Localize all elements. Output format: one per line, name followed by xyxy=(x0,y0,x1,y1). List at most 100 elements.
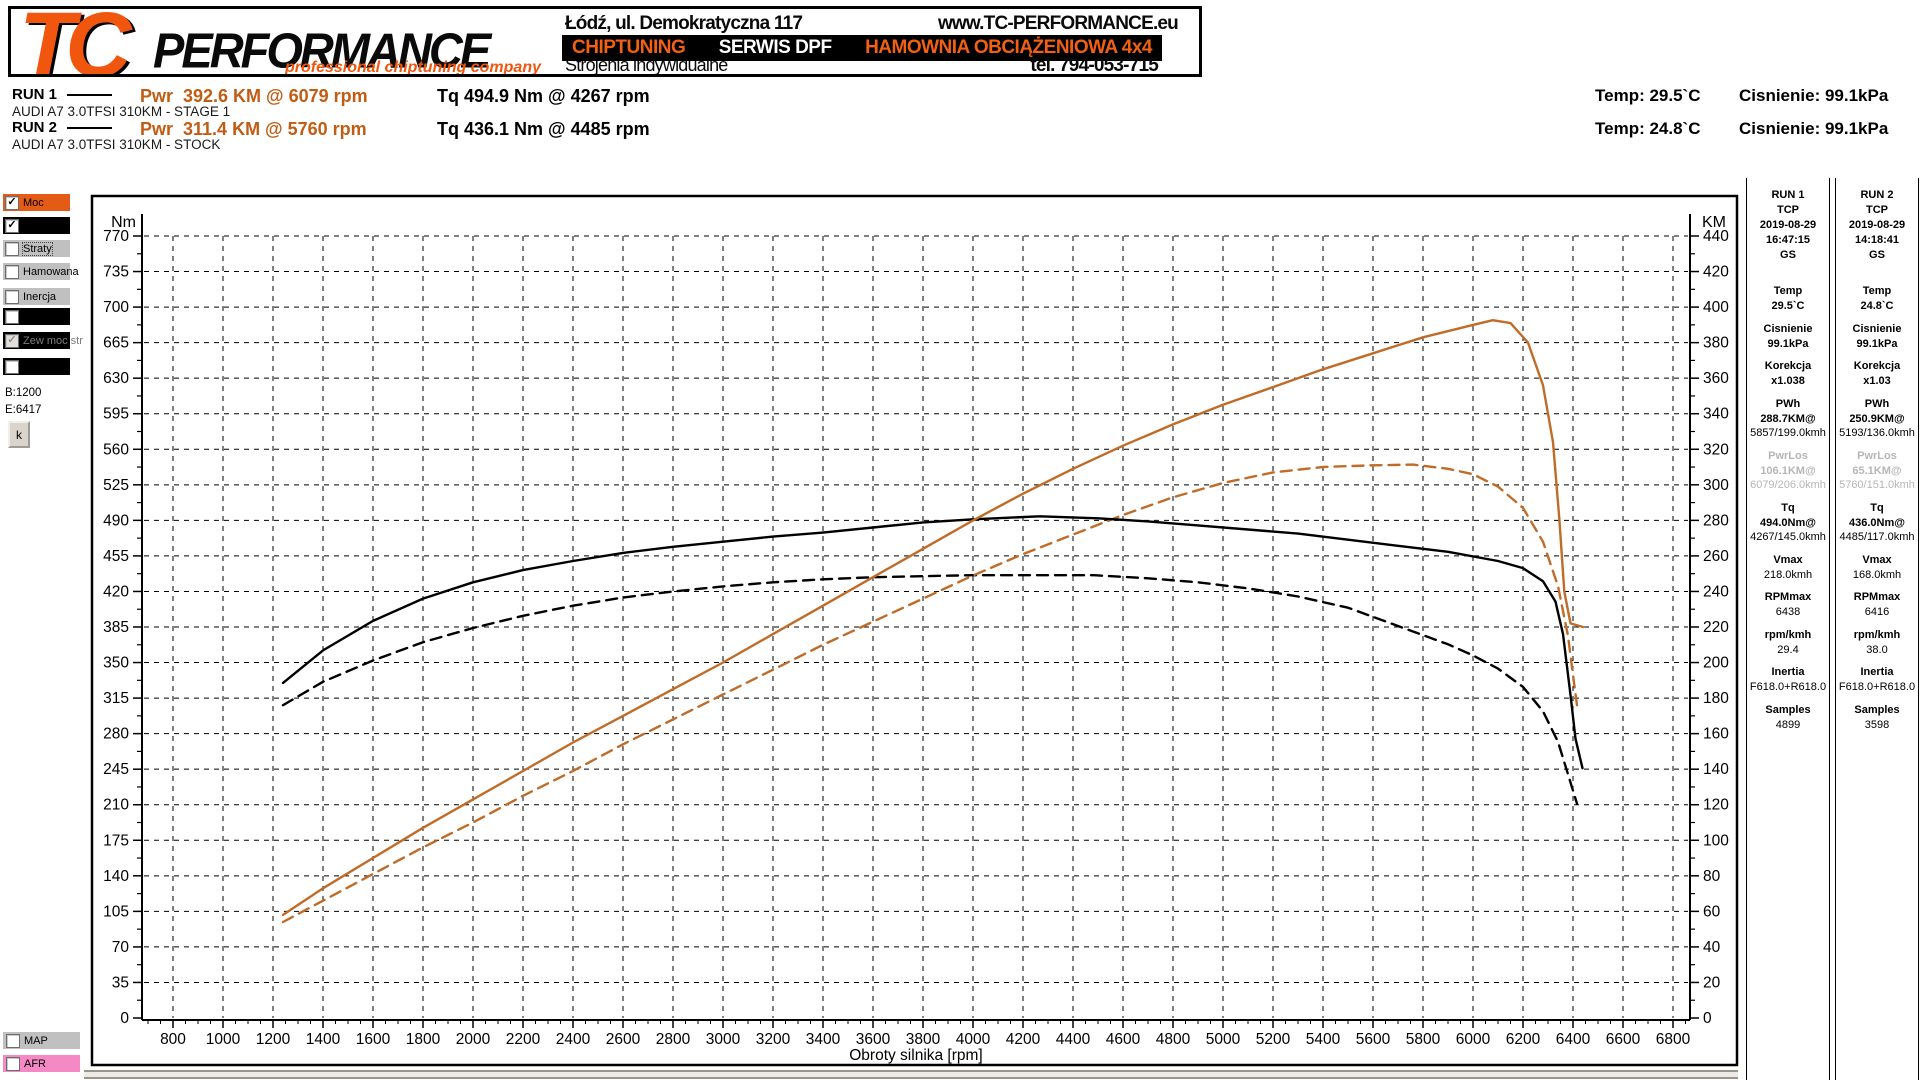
checkbox-label: Moc xyxy=(23,196,44,209)
svg-text:380: 380 xyxy=(1703,335,1729,352)
svg-text:6200: 6200 xyxy=(1506,1031,1541,1048)
stat-value: 6438 xyxy=(1775,606,1801,618)
svg-text:4200: 4200 xyxy=(1006,1031,1041,1048)
checkbox[interactable]: ✓ xyxy=(5,195,19,210)
stat-value: F618.0+R618.0 xyxy=(1838,681,1916,693)
stats-column-run1: RUN 1 TCP 2019-08-29 16:47:15 GS Temp 29.5`C Ci… xyxy=(1746,178,1830,1080)
svg-text:4600: 4600 xyxy=(1106,1031,1141,1048)
stat-value: 436.0Nm@ xyxy=(1849,516,1905,529)
stat-label: Tq xyxy=(1781,501,1795,514)
stat-label: Samples xyxy=(1765,703,1811,716)
sidebar-item-map[interactable]: MAP xyxy=(3,1032,80,1049)
stat-value: 99.1kPa xyxy=(1856,337,1898,350)
company-phone: tel. 794-053-715 xyxy=(1030,55,1158,76)
stat-label: PwrLos xyxy=(1768,449,1808,462)
checkbox[interactable] xyxy=(5,359,19,374)
sidebar-item-blank-5[interactable] xyxy=(3,308,70,325)
stat-value: 29.5`C xyxy=(1771,300,1805,312)
svg-text:3600: 3600 xyxy=(856,1031,891,1048)
svg-text:665: 665 xyxy=(103,335,129,352)
service-item: CHIPTUNING xyxy=(572,37,686,58)
stat-label: Vmax xyxy=(1773,553,1803,566)
stat-value: 6416 xyxy=(1864,606,1890,618)
stat-value: 218.0kmh xyxy=(1763,568,1813,581)
stat-value: 288.7KM@ xyxy=(1760,412,1816,425)
stat-label: Cisnienie xyxy=(1763,322,1813,335)
company-subtitle: Strojenia indywidualne xyxy=(565,55,728,75)
stat-value: 6079/206.0kmh xyxy=(1750,479,1826,491)
stat-label: Cisnienie xyxy=(1852,322,1902,335)
sidebar-item-afr[interactable]: AFR xyxy=(3,1055,80,1072)
range-begin-label: B:1200 xyxy=(5,387,42,399)
checkbox[interactable] xyxy=(6,1056,20,1071)
svg-text:735: 735 xyxy=(103,264,129,281)
svg-text:6600: 6600 xyxy=(1606,1031,1641,1048)
svg-text:140: 140 xyxy=(103,868,129,885)
svg-text:70: 70 xyxy=(112,939,130,956)
svg-text:420: 420 xyxy=(103,583,129,600)
stat-header-line: GS xyxy=(1780,249,1796,261)
curve-run1-power-stage1 xyxy=(281,319,1585,917)
checkbox[interactable] xyxy=(5,289,19,304)
svg-text:280: 280 xyxy=(1703,512,1729,529)
svg-text:350: 350 xyxy=(103,655,129,672)
svg-text:260: 260 xyxy=(1703,548,1729,565)
sidebar-item-blank-1[interactable]: ✓ xyxy=(3,217,70,234)
svg-text:385: 385 xyxy=(103,619,129,636)
checkbox[interactable] xyxy=(5,264,19,279)
stat-header-line: GS xyxy=(1869,249,1885,261)
svg-text:140: 140 xyxy=(1703,761,1729,778)
svg-text:60: 60 xyxy=(1703,903,1721,920)
svg-text:4400: 4400 xyxy=(1056,1031,1091,1048)
run1-temperature: Temp: 29.5`C xyxy=(1595,86,1701,105)
checkbox-label: MAP xyxy=(24,1034,48,1047)
sidebar-item-hamowana[interactable]: Hamowana xyxy=(3,263,79,280)
stat-value: F618.0+R618.0 xyxy=(1749,681,1827,693)
stat-header-line: RUN 1 xyxy=(1771,189,1805,201)
stat-label: Vmax xyxy=(1862,553,1892,566)
svg-text:220: 220 xyxy=(1703,619,1729,636)
checkbox-label: AFR xyxy=(24,1057,46,1070)
run2-power-value: Pwr 311.4 KM @ 5760 rpm xyxy=(140,119,367,139)
checkbox[interactable] xyxy=(6,1033,20,1048)
sidebar-item-zew-moc-str[interactable]: ✓ Zew moc str xyxy=(3,332,83,349)
stat-label: Tq xyxy=(1870,501,1884,514)
checkbox[interactable]: ✓ xyxy=(5,333,19,348)
svg-text:Obroty silnika [rpm]: Obroty silnika [rpm] xyxy=(849,1047,983,1064)
horizontal-scrollbar[interactable] xyxy=(84,1070,1738,1079)
checkbox[interactable] xyxy=(5,241,19,256)
svg-text:340: 340 xyxy=(1703,406,1729,423)
checkbox[interactable] xyxy=(5,309,19,324)
sidebar-item-blank-7[interactable] xyxy=(3,358,70,375)
sidebar-item-moc[interactable]: ✓ Moc xyxy=(3,194,70,211)
svg-text:200: 200 xyxy=(1703,655,1729,672)
svg-text:0: 0 xyxy=(1703,1010,1712,1027)
sidebar-item-inercja[interactable]: Inercja xyxy=(3,288,70,305)
stat-header-line: TCP xyxy=(1777,204,1799,216)
svg-text:6400: 6400 xyxy=(1556,1031,1591,1048)
stat-label: PWh xyxy=(1864,397,1890,410)
run1-vehicle: AUDI A7 3.0TFSI 310KM - STAGE 1 xyxy=(12,104,231,119)
svg-text:210: 210 xyxy=(103,797,129,814)
logo-tc: TC xyxy=(19,6,132,77)
run1-power-value: Pwr 392.6 KM @ 6079 rpm xyxy=(140,86,368,106)
stat-header-line: TCP xyxy=(1866,204,1888,216)
svg-text:5800: 5800 xyxy=(1406,1031,1441,1048)
run2-pressure: Cisnienie: 99.1kPa xyxy=(1739,119,1889,138)
stat-value: 65.1KM@ xyxy=(1852,464,1902,477)
stat-label: Inertia xyxy=(1860,666,1894,678)
stat-value: 99.1kPa xyxy=(1767,337,1809,350)
curve-run2-torque-stock xyxy=(281,574,1579,805)
sidebar-item-straty[interactable]: Straty xyxy=(3,240,70,257)
range-end-label: E:6417 xyxy=(5,404,42,416)
svg-text:Nm: Nm xyxy=(111,214,136,231)
stat-label: Temp xyxy=(1773,285,1803,297)
svg-text:3400: 3400 xyxy=(806,1031,841,1048)
svg-text:320: 320 xyxy=(1703,441,1729,458)
service-item: SERWIS DPF xyxy=(718,37,832,58)
svg-text:80: 80 xyxy=(1703,868,1721,885)
svg-text:3200: 3200 xyxy=(756,1031,791,1048)
k-button[interactable]: k xyxy=(8,421,30,448)
checkbox[interactable]: ✓ xyxy=(5,218,19,233)
stat-header-line: 16:47:15 xyxy=(1765,234,1811,246)
